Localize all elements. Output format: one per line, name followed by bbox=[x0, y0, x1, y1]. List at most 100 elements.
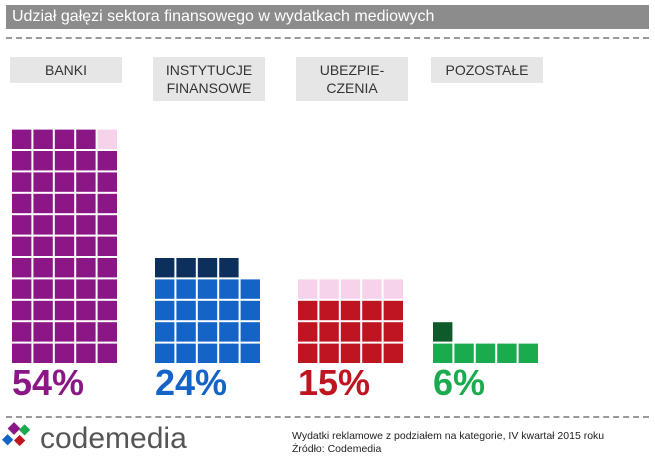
empty-cell bbox=[298, 279, 318, 299]
waffle-cell bbox=[383, 343, 403, 363]
waffle-cell bbox=[76, 343, 96, 363]
waffle-cell bbox=[497, 343, 517, 363]
value-label: 6% bbox=[433, 362, 486, 403]
waffle-cell bbox=[54, 279, 75, 299]
waffle-cell bbox=[97, 300, 117, 321]
waffle-cell bbox=[12, 322, 32, 342]
waffle-cell bbox=[176, 258, 196, 278]
waffle-cell bbox=[298, 322, 318, 342]
waffle-cell bbox=[54, 258, 75, 278]
empty-cell bbox=[319, 279, 339, 299]
divider bbox=[6, 37, 649, 39]
waffle-cell bbox=[155, 258, 175, 278]
waffle-cell bbox=[197, 322, 218, 342]
value-label: 24% bbox=[155, 362, 228, 403]
waffle-cell bbox=[219, 322, 239, 342]
waffle-cell bbox=[383, 300, 403, 321]
waffle-cell bbox=[12, 151, 32, 171]
category-label: INSTYTUCJE FINANSOWE bbox=[153, 57, 265, 101]
waffle-cell bbox=[97, 236, 117, 256]
waffle-cell bbox=[12, 279, 32, 299]
waffle-cell bbox=[97, 151, 117, 171]
waffle-cell bbox=[33, 343, 53, 363]
empty-cell bbox=[383, 279, 403, 299]
waffle-cell bbox=[12, 236, 32, 256]
waffle-cell bbox=[12, 215, 32, 235]
waffle-cell bbox=[454, 343, 474, 363]
waffle-cell bbox=[97, 193, 117, 214]
waffle-cell bbox=[197, 343, 218, 363]
waffle-cell bbox=[97, 322, 117, 342]
waffle-cell bbox=[33, 300, 53, 321]
waffle-cell bbox=[155, 343, 175, 363]
waffle-cell bbox=[240, 279, 260, 299]
waffle-cell bbox=[76, 129, 96, 149]
waffle-cell bbox=[12, 172, 32, 192]
category-label: POZOSTAŁE bbox=[431, 57, 543, 83]
waffle-cell bbox=[219, 258, 239, 278]
waffle-cell bbox=[54, 343, 75, 363]
waffle-cell bbox=[12, 343, 32, 363]
waffle-cell bbox=[54, 129, 75, 149]
waffle-cell bbox=[298, 343, 318, 363]
waffle-cell bbox=[33, 279, 53, 299]
waffle-cell bbox=[33, 172, 53, 192]
waffle-cell bbox=[319, 322, 339, 342]
waffle-cell bbox=[240, 300, 260, 321]
waffle-cell bbox=[176, 279, 196, 299]
chart-title: Udział gałęzi sektora finansowego w wyda… bbox=[6, 5, 649, 29]
waffle-cell bbox=[76, 300, 96, 321]
waffle-cell bbox=[76, 279, 96, 299]
waffle-cell bbox=[33, 258, 53, 278]
waffle-cell bbox=[54, 215, 75, 235]
waffle-cell bbox=[76, 322, 96, 342]
waffle-cell bbox=[97, 279, 117, 299]
waffle-cell bbox=[33, 193, 53, 214]
divider bbox=[6, 416, 649, 418]
waffle-cell bbox=[97, 343, 117, 363]
waffle-cell bbox=[340, 300, 361, 321]
waffle-cell bbox=[54, 300, 75, 321]
waffle-cell bbox=[97, 258, 117, 278]
value-label: 15% bbox=[298, 362, 371, 403]
waffle-cell bbox=[176, 322, 196, 342]
waffle-cell bbox=[12, 258, 32, 278]
value-label: 54% bbox=[12, 362, 85, 403]
empty-cell bbox=[362, 279, 382, 299]
waffle-cell bbox=[362, 300, 382, 321]
waffle-cell bbox=[383, 322, 403, 342]
waffle-cell bbox=[362, 322, 382, 342]
empty-cell bbox=[340, 279, 361, 299]
waffle-cell bbox=[219, 300, 239, 321]
waffle-cell bbox=[340, 322, 361, 342]
waffle-cell bbox=[475, 343, 496, 363]
waffle-cell bbox=[176, 343, 196, 363]
waffle-cell bbox=[33, 151, 53, 171]
waffle-cell bbox=[319, 300, 339, 321]
waffle-cell bbox=[12, 300, 32, 321]
waffle-cell bbox=[433, 322, 453, 342]
waffle-cell bbox=[197, 279, 218, 299]
waffle-cell bbox=[433, 343, 453, 363]
waffle-cell bbox=[219, 279, 239, 299]
waffle-cell bbox=[76, 193, 96, 214]
waffle-cell bbox=[319, 343, 339, 363]
waffle-cell bbox=[76, 236, 96, 256]
waffle-cell bbox=[76, 172, 96, 192]
waffle-cell bbox=[97, 215, 117, 235]
waffle-cell bbox=[33, 215, 53, 235]
waffle-cell bbox=[340, 343, 361, 363]
waffle-cell bbox=[176, 300, 196, 321]
waffle-cell bbox=[197, 300, 218, 321]
waffle-cell bbox=[33, 236, 53, 256]
logo: codemedia bbox=[40, 422, 187, 455]
waffle-cell bbox=[97, 172, 117, 192]
waffle-cell bbox=[76, 215, 96, 235]
waffle-cell bbox=[155, 279, 175, 299]
waffle-cell bbox=[298, 300, 318, 321]
waffle-cell bbox=[54, 193, 75, 214]
waffle-cell bbox=[219, 343, 239, 363]
waffle-cell bbox=[76, 151, 96, 171]
